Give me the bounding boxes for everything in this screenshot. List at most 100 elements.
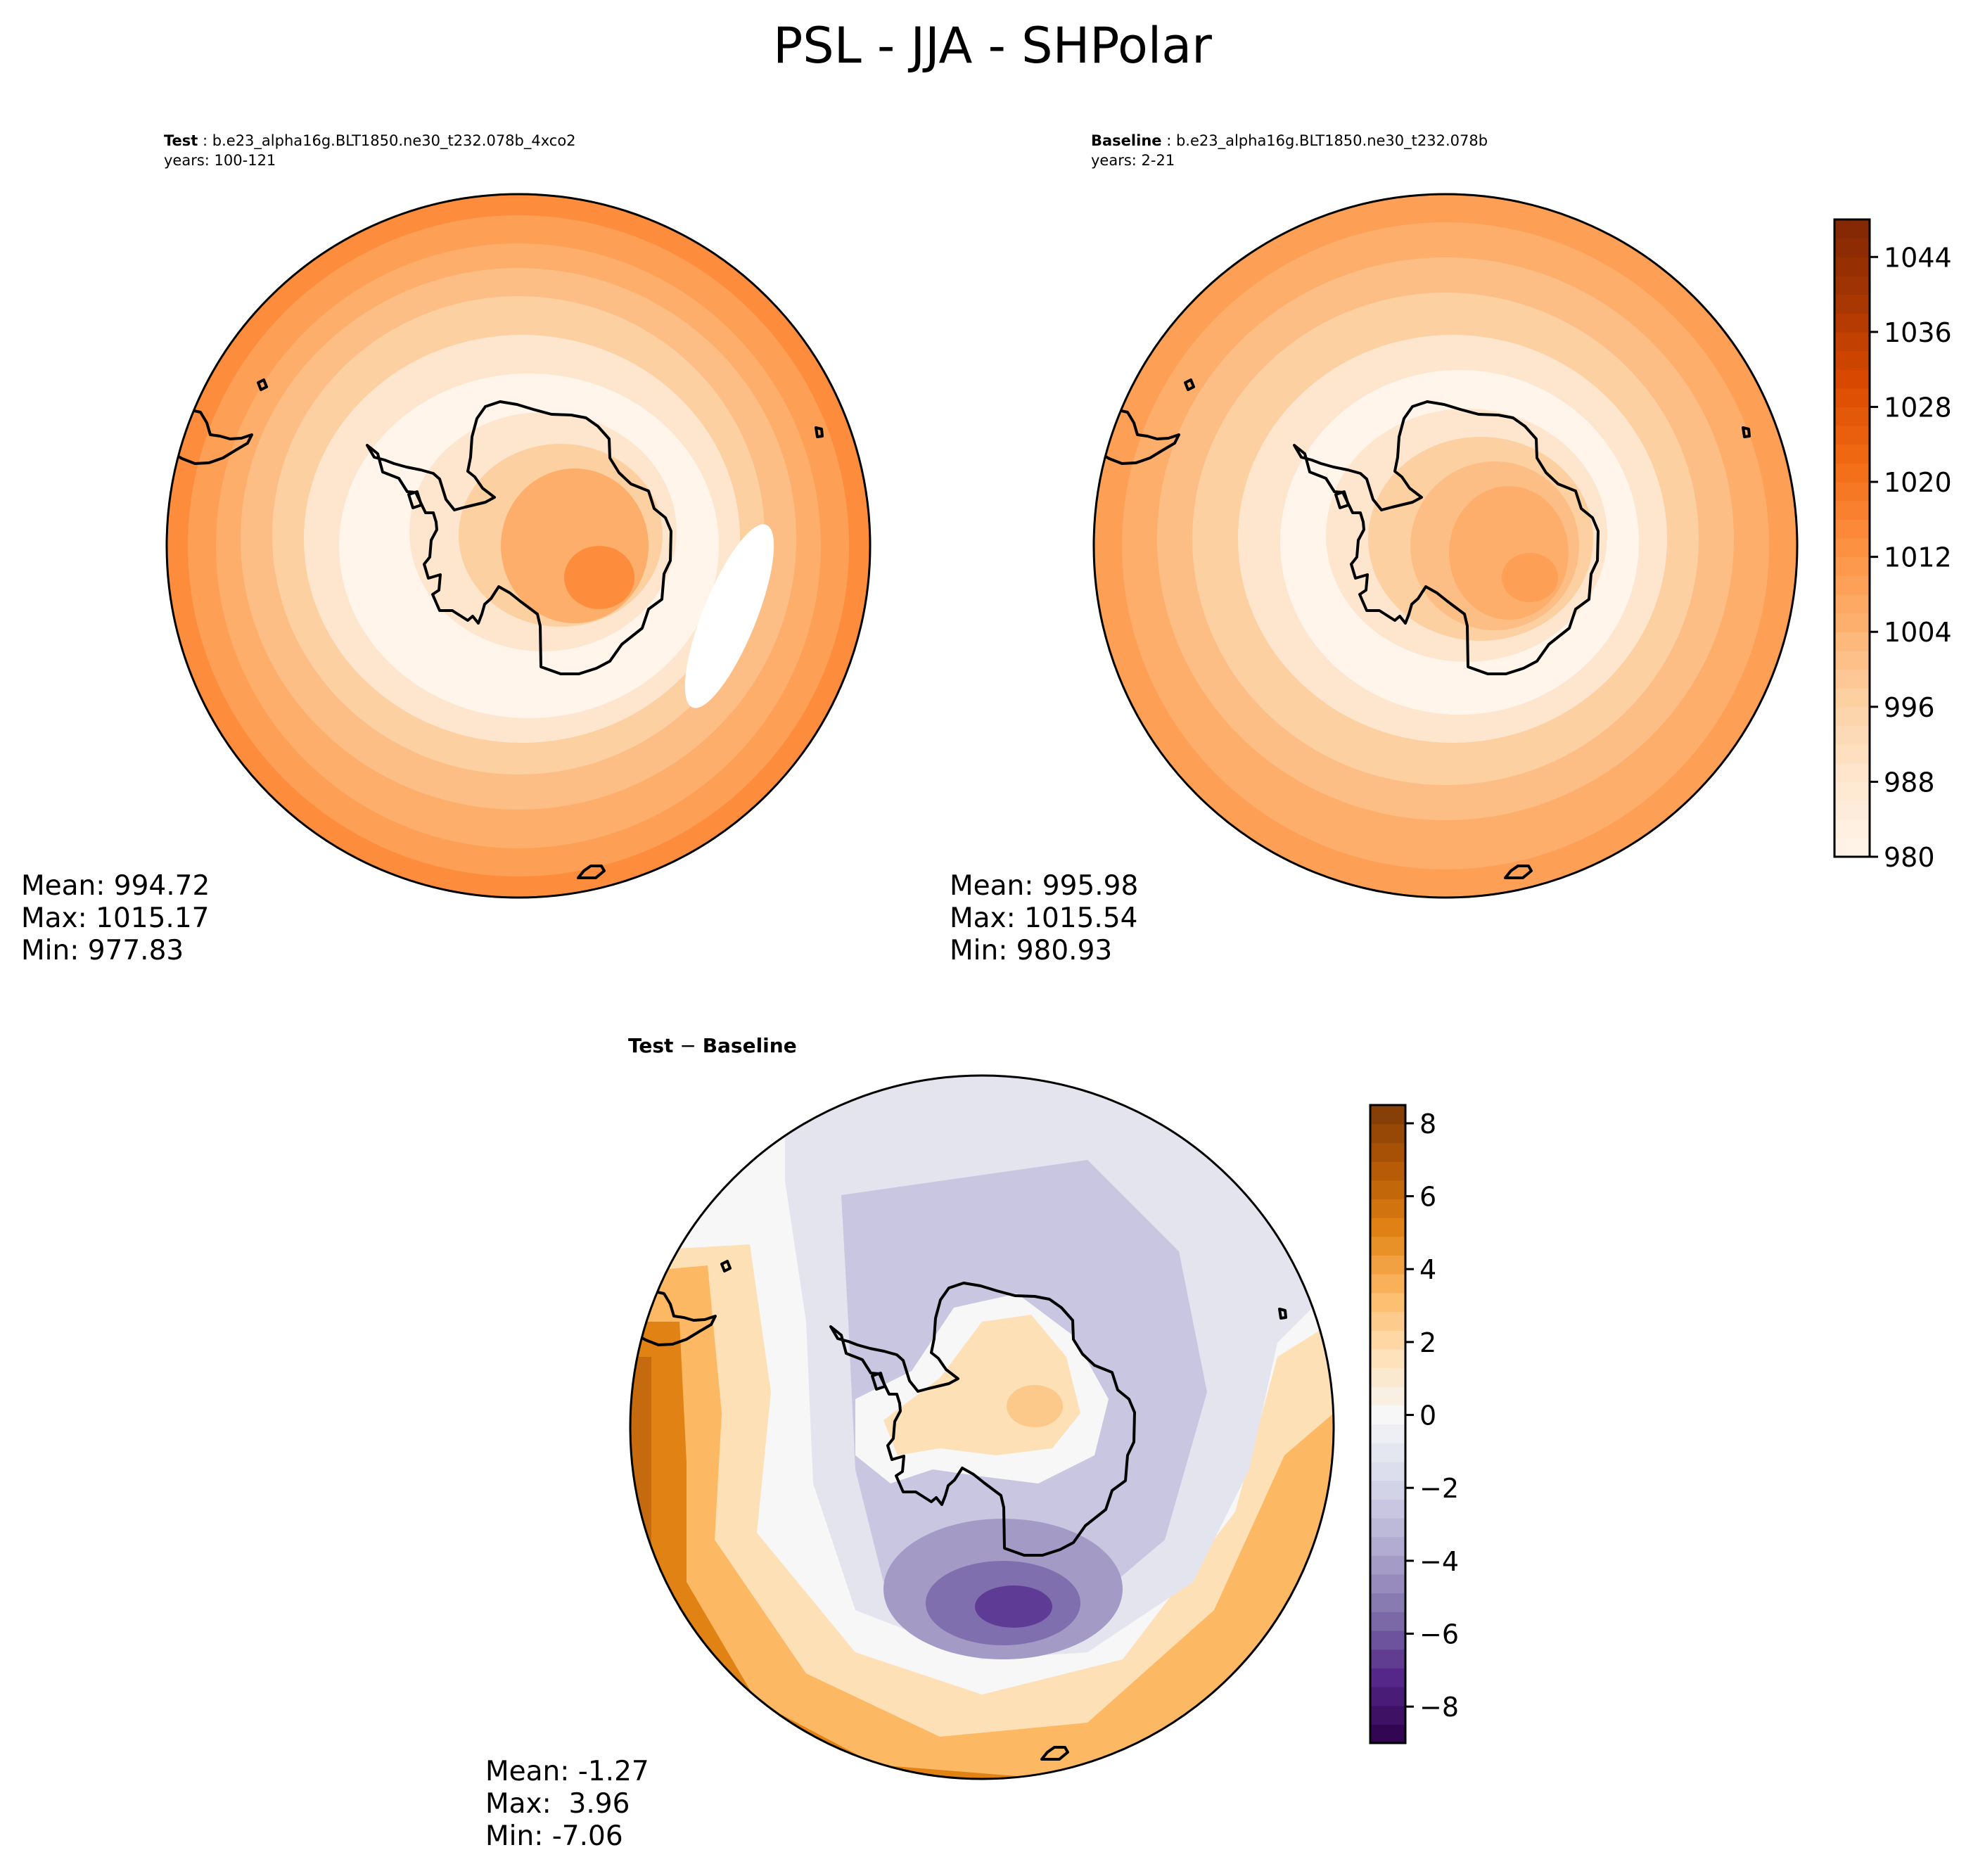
difference-colorbar-segment bbox=[1370, 1668, 1405, 1687]
psl-colorbar-segment bbox=[1834, 500, 1870, 520]
baseline-case-line: Baseline : b.e23_alpha16g.BLT1850.ne30_t… bbox=[1091, 132, 1488, 149]
test-map bbox=[165, 193, 872, 899]
difference-colorbar-segment bbox=[1370, 1311, 1405, 1331]
psl-colorbar-segment bbox=[1834, 632, 1870, 651]
difference-colorbar-tick-label: 8 bbox=[1419, 1109, 1436, 1140]
psl-colorbar-segment bbox=[1834, 688, 1870, 708]
baseline-max: Max: 1015.54 bbox=[950, 902, 1138, 934]
difference-colorbar-segment bbox=[1370, 1686, 1405, 1706]
difference-colorbar-tick-label: −2 bbox=[1419, 1473, 1459, 1504]
psl-colorbar-segment bbox=[1834, 407, 1870, 426]
difference-colorbar-segment bbox=[1370, 1612, 1405, 1631]
psl-colorbar-segment bbox=[1834, 388, 1870, 408]
difference-colorbar-segment bbox=[1370, 1386, 1405, 1406]
psl-colorbar-segment bbox=[1834, 575, 1870, 595]
difference-colorbar-segment bbox=[1370, 1480, 1405, 1500]
baseline-stats: Mean: 995.98 Max: 1015.54 Min: 980.93 bbox=[950, 870, 1138, 967]
difference-colorbar-segment bbox=[1370, 1199, 1405, 1218]
difference-colorbar-segment bbox=[1370, 1649, 1405, 1668]
psl-colorbar-tick-label: 1028 bbox=[1884, 392, 1952, 423]
psl-colorbar-tick-label: 1012 bbox=[1884, 542, 1952, 573]
difference-colorbar-segment bbox=[1370, 1161, 1405, 1181]
psl-colorbar-segment bbox=[1834, 613, 1870, 632]
psl-colorbar-segment bbox=[1834, 482, 1870, 502]
psl-colorbar-segment bbox=[1834, 275, 1870, 295]
baseline-min: Min: 980.93 bbox=[950, 935, 1113, 966]
baseline-map bbox=[1092, 193, 1799, 899]
psl-colorbar-segment bbox=[1834, 781, 1870, 801]
difference-title-baseline: Baseline bbox=[702, 1034, 797, 1057]
difference-mean: Mean: -1.27 bbox=[485, 1756, 649, 1787]
psl-colorbar-segment bbox=[1834, 257, 1870, 276]
difference-colorbar-segment bbox=[1370, 1105, 1405, 1125]
difference-colorbar-segment bbox=[1370, 1555, 1405, 1575]
difference-title: Test − Baseline bbox=[628, 1034, 797, 1057]
difference-max: Max: 3.96 bbox=[485, 1788, 630, 1820]
psl-colorbar-segment bbox=[1834, 838, 1870, 857]
psl-colorbar-tick-label: 996 bbox=[1884, 692, 1935, 723]
difference-colorbar-tick-label: 0 bbox=[1419, 1400, 1436, 1431]
test-map-frame bbox=[165, 193, 872, 899]
difference-map bbox=[629, 1074, 1335, 1780]
difference-colorbar-segment bbox=[1370, 1536, 1405, 1556]
difference-colorbar-tick-label: 2 bbox=[1419, 1327, 1436, 1358]
psl-colorbar-segment bbox=[1834, 313, 1870, 333]
test-max: Max: 1015.17 bbox=[21, 902, 210, 934]
psl-colorbar-segment bbox=[1834, 556, 1870, 576]
difference-colorbar: −8 −6 −4 −2 0 2 4 6 8 bbox=[1369, 1104, 1459, 1744]
psl-colorbar-segment bbox=[1834, 744, 1870, 764]
difference-colorbar-segment bbox=[1370, 1236, 1405, 1256]
difference-colorbar-segment bbox=[1370, 1630, 1405, 1650]
psl-colorbar-segment bbox=[1834, 800, 1870, 820]
baseline-case-name: b.e23_alpha16g.BLT1850.ne30_t232.078b bbox=[1175, 132, 1488, 149]
difference-neg-band-core bbox=[975, 1585, 1052, 1628]
difference-title-minus: − bbox=[673, 1034, 703, 1057]
psl-colorbar-segment bbox=[1834, 650, 1870, 670]
psl-colorbar-tick-label: 1004 bbox=[1884, 617, 1952, 648]
difference-pos-band-4 bbox=[630, 1357, 651, 1624]
baseline-case-label: Baseline bbox=[1091, 132, 1162, 149]
psl-colorbar-segment bbox=[1834, 369, 1870, 389]
psl-colorbar-segment bbox=[1834, 350, 1870, 370]
baseline-band-10 bbox=[1449, 486, 1569, 620]
difference-continent-pos-core bbox=[1007, 1385, 1063, 1427]
difference-colorbar-segment bbox=[1370, 1218, 1405, 1237]
difference-map-frame bbox=[629, 1074, 1335, 1780]
difference-stats: Mean: -1.27 Max: 3.96 Min: -7.06 bbox=[485, 1756, 649, 1853]
difference-min: Min: -7.06 bbox=[485, 1820, 623, 1852]
test-case-name: b.e23_alpha16g.BLT1850.ne30_t232.078b_4x… bbox=[212, 132, 576, 149]
psl-colorbar-segment bbox=[1834, 519, 1870, 539]
difference-colorbar-segment bbox=[1370, 1292, 1405, 1313]
difference-colorbar-segment bbox=[1370, 1330, 1405, 1350]
figure-title: PSL - JJA - SHPolar bbox=[773, 17, 1212, 75]
test-mean: Mean: 994.72 bbox=[21, 870, 210, 902]
difference-colorbar-segment bbox=[1370, 1499, 1405, 1519]
test-min: Min: 977.83 bbox=[21, 935, 184, 966]
difference-colorbar-segment bbox=[1370, 1348, 1405, 1369]
difference-colorbar-segment bbox=[1370, 1461, 1405, 1481]
difference-pos-band-1 bbox=[630, 1244, 1334, 1779]
psl-colorbar-segment bbox=[1834, 426, 1870, 445]
difference-colorbar-tick-label: 6 bbox=[1419, 1182, 1436, 1213]
difference-colorbar-segment bbox=[1370, 1255, 1405, 1275]
psl-colorbar-segment bbox=[1834, 819, 1870, 838]
psl-colorbar-segment bbox=[1834, 669, 1870, 689]
difference-colorbar-segment bbox=[1370, 1405, 1405, 1425]
difference-colorbar-segment bbox=[1370, 1274, 1405, 1294]
psl-colorbar-tick-label: 980 bbox=[1884, 842, 1935, 873]
psl-colorbar-segment bbox=[1834, 594, 1870, 614]
psl-colorbar-segment bbox=[1834, 762, 1870, 783]
difference-colorbar-tick-label: −6 bbox=[1419, 1619, 1459, 1650]
psl-colorbar-tick-label: 1036 bbox=[1884, 317, 1952, 348]
difference-colorbar-segment bbox=[1370, 1424, 1405, 1443]
baseline-mean: Mean: 995.98 bbox=[950, 870, 1139, 902]
difference-colorbar-frame bbox=[1369, 1104, 1407, 1744]
test-case-line: Test : b.e23_alpha16g.BLT1850.ne30_t232.… bbox=[164, 132, 576, 149]
psl-colorbar-tick-label: 1020 bbox=[1884, 467, 1952, 498]
difference-colorbar-segment bbox=[1370, 1724, 1405, 1744]
psl-colorbar-segment bbox=[1834, 706, 1870, 727]
psl-colorbar-frame bbox=[1833, 218, 1871, 858]
difference-colorbar-segment bbox=[1370, 1180, 1405, 1199]
psl-colorbar-segment bbox=[1834, 294, 1870, 314]
